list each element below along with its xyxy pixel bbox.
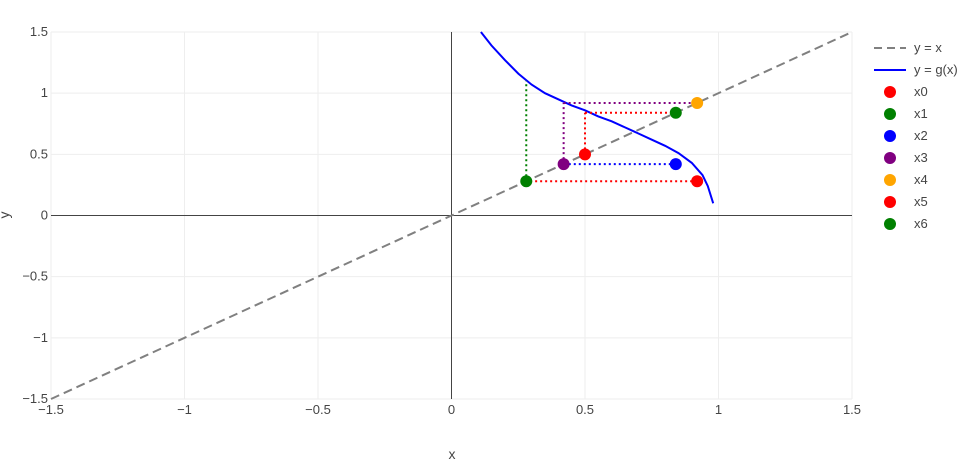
legend-marker-x5 — [884, 196, 896, 208]
y-axis-title: y — [0, 212, 12, 219]
y-tick-label: −1.5 — [22, 391, 48, 406]
legend-marker-x0 — [884, 86, 896, 98]
series-lines — [50, 31, 853, 400]
legend-marker-x4 — [884, 174, 896, 186]
legend-label: x1 — [914, 106, 928, 121]
legend-label: x2 — [914, 128, 928, 143]
x-axis-title: x — [449, 446, 456, 462]
legend: y = x y = g(x) x0 x1 x2 x3 x4 x5 x6 — [874, 40, 958, 231]
legend-label: y = x — [914, 40, 942, 55]
x-tick-labels: −1.5 −1 −0.5 0 0.5 1 1.5 — [38, 402, 861, 417]
x-tick-label: −0.5 — [305, 402, 331, 417]
x-tick-label: 0 — [448, 402, 455, 417]
x-tick-label: 0.5 — [576, 402, 594, 417]
iterate-point-x0 — [579, 148, 591, 161]
legend-label: x4 — [914, 172, 928, 187]
legend-label: x3 — [914, 150, 928, 165]
legend-marker-x6 — [884, 218, 896, 230]
x-tick-label: −1.5 — [38, 402, 64, 417]
iterate-points — [520, 96, 704, 188]
cobweb-lines — [525, 80, 698, 183]
series-line-0 — [50, 31, 853, 400]
iterate-point-x5 — [691, 175, 704, 188]
iterate-point-x1 — [669, 106, 682, 119]
series-line-1 — [480, 31, 715, 204]
y-tick-label: −0.5 — [22, 269, 48, 284]
y-tick-label: −1 — [33, 330, 48, 345]
x-tick-label: 1 — [715, 402, 722, 417]
legend-label: y = g(x) — [914, 62, 958, 77]
legend-marker-x2 — [884, 130, 896, 142]
x-tick-label: 1.5 — [843, 402, 861, 417]
legend-label: x6 — [914, 216, 928, 231]
legend-label: x0 — [914, 84, 928, 99]
y-tick-label: 0.5 — [30, 146, 48, 161]
iterate-point-x3 — [557, 158, 570, 171]
legend-marker-x3 — [884, 152, 896, 164]
y-tick-labels: −1.5 −1 −0.5 0 0.5 1 1.5 — [22, 24, 48, 406]
y-tick-label: 1.5 — [30, 24, 48, 39]
iterate-point-x6 — [520, 175, 533, 188]
y-tick-label: 1 — [41, 85, 48, 100]
x-tick-label: −1 — [177, 402, 192, 417]
legend-marker-x1 — [884, 108, 896, 120]
y-tick-label: 0 — [41, 208, 48, 223]
legend-label: x5 — [914, 194, 928, 209]
iterate-point-x4 — [691, 96, 704, 109]
iterate-point-x2 — [669, 158, 682, 171]
